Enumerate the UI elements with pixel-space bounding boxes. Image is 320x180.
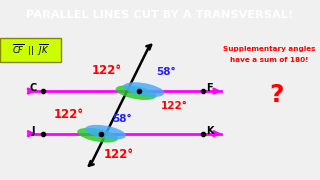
- Text: 122°: 122°: [92, 64, 122, 77]
- Ellipse shape: [77, 128, 118, 143]
- Text: 122°: 122°: [54, 108, 84, 121]
- Ellipse shape: [124, 82, 164, 97]
- Ellipse shape: [116, 85, 156, 100]
- Text: 58°: 58°: [112, 114, 132, 124]
- Text: Supplementary angles: Supplementary angles: [222, 46, 315, 51]
- Text: F: F: [206, 83, 213, 93]
- Text: K: K: [206, 126, 213, 136]
- Text: PARALLEL LINES CUT BY A TRANSVERSAL!: PARALLEL LINES CUT BY A TRANSVERSAL!: [27, 10, 293, 20]
- Text: $\overline{CF}$  ||  $\overline{JK}$: $\overline{CF}$ || $\overline{JK}$: [12, 42, 49, 58]
- Text: have a sum of 180!: have a sum of 180!: [229, 57, 308, 64]
- Text: J: J: [32, 126, 35, 136]
- Text: ?: ?: [269, 83, 284, 107]
- Text: 122°: 122°: [103, 148, 133, 161]
- Text: C: C: [30, 83, 37, 93]
- Ellipse shape: [85, 125, 126, 140]
- Text: 122°: 122°: [161, 101, 188, 111]
- Text: 58°: 58°: [156, 67, 176, 77]
- FancyBboxPatch shape: [0, 38, 61, 62]
